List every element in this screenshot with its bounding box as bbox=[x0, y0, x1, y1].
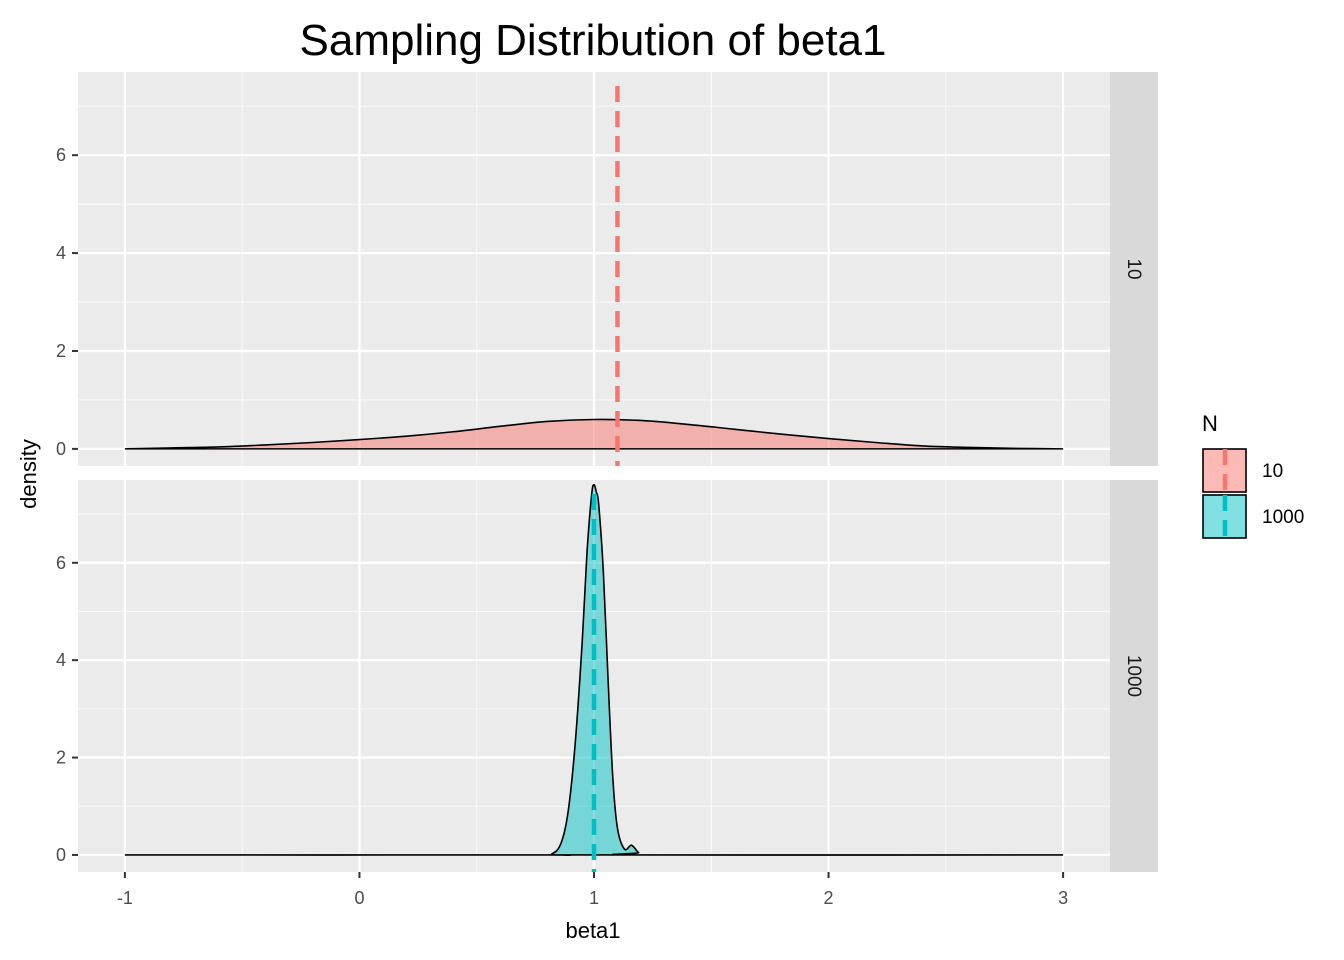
x-axis-title: beta1 bbox=[565, 918, 620, 943]
x-tick-label: -1 bbox=[117, 888, 133, 908]
legend-item-10: 10 bbox=[1202, 448, 1283, 493]
y-axis-title: density bbox=[16, 439, 41, 509]
legend: N 10 1000 bbox=[1202, 411, 1304, 539]
x-tick-label: 2 bbox=[824, 888, 834, 908]
facet-strip bbox=[1110, 72, 1158, 466]
y-tick-label: 6 bbox=[56, 145, 66, 165]
chart-title: Sampling Distribution of beta1 bbox=[300, 16, 887, 65]
legend-label: 10 bbox=[1262, 461, 1283, 482]
y-tick-label: 2 bbox=[56, 341, 66, 361]
x-tick-label: 1 bbox=[589, 888, 599, 908]
y-tick-label: 6 bbox=[56, 553, 66, 573]
facet-panel-1000: 0 2 4 6 1000 bbox=[56, 480, 1158, 872]
facet-strip-label: 1000 bbox=[1123, 655, 1144, 697]
y-tick-label: 2 bbox=[56, 748, 66, 768]
y-tick-label: 4 bbox=[56, 650, 66, 670]
density-area-10 bbox=[124, 418, 1064, 450]
y-tick-label: 0 bbox=[56, 439, 66, 459]
facet-strip-label: 10 bbox=[1123, 258, 1144, 279]
legend-item-1000: 1000 bbox=[1202, 494, 1304, 539]
y-tick-label: 4 bbox=[56, 243, 66, 263]
legend-label: 1000 bbox=[1262, 507, 1304, 528]
x-tick-label: 0 bbox=[354, 888, 364, 908]
facet-strip bbox=[1110, 480, 1158, 872]
facet-panel-10: 0 2 4 6 10 bbox=[56, 72, 1158, 466]
y-tick-label: 0 bbox=[56, 845, 66, 865]
x-tick-label: 3 bbox=[1058, 888, 1068, 908]
legend-title: N bbox=[1202, 411, 1218, 436]
facet-panels: 0 2 4 6 10 0 2 4 6 1000 -1 0 1 2 3 bbox=[56, 72, 1158, 908]
